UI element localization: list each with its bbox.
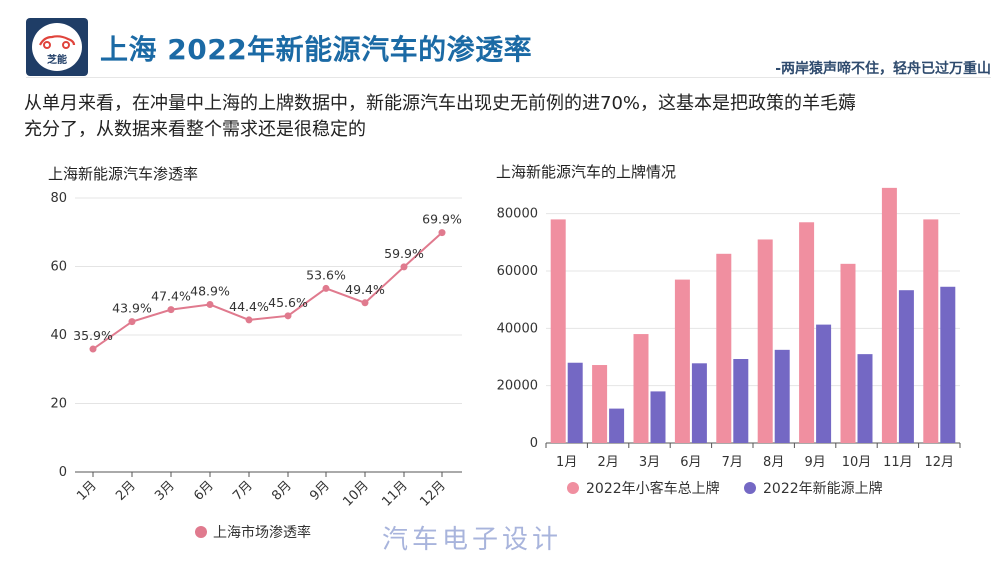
header-divider (26, 77, 991, 78)
y-tick-label: 60 (50, 260, 67, 275)
bar-total (840, 263, 856, 443)
legend-label-nev: 2022年新能源上牌 (763, 480, 883, 497)
logo: 芝能 (26, 18, 88, 76)
y-tick-label: 20 (50, 397, 67, 412)
bar-total (633, 334, 649, 443)
data-point (167, 306, 175, 314)
y-tick-label: 0 (530, 436, 538, 451)
data-label: 53.6% (306, 267, 346, 282)
data-point (322, 284, 330, 292)
data-label: 49.4% (345, 282, 385, 297)
bar-total (716, 253, 732, 443)
logo-text: 芝能 (47, 55, 67, 66)
data-label: 35.9% (73, 328, 113, 343)
bar-nev (691, 363, 707, 443)
x-tick-label: 8月 (763, 455, 784, 470)
y-tick-label: 0 (59, 465, 67, 480)
x-tick-label: 12月 (925, 455, 955, 470)
data-label: 44.4% (229, 299, 269, 314)
data-label: 43.9% (112, 301, 152, 316)
data-label: 47.4% (151, 289, 191, 304)
watermark: 汽车电子设计 (382, 525, 563, 555)
series-line (92, 231, 443, 350)
x-tick-label: 1月 (556, 455, 577, 470)
x-tick-label: 7月 (722, 455, 743, 470)
bar-chart-title: 上海新能源汽车的上牌情况 (496, 163, 677, 181)
bar-total (799, 222, 815, 443)
y-tick-label: 80 (50, 191, 67, 206)
x-tick-label: 2月 (597, 455, 618, 470)
page-title: 上海 2022年新能源汽车的渗透率 (100, 33, 533, 66)
y-tick-label: 60000 (497, 264, 538, 279)
data-point (245, 316, 253, 324)
data-label: 59.9% (384, 246, 424, 261)
data-label: 45.6% (268, 295, 308, 310)
x-tick-label: 6月 (680, 455, 701, 470)
bar-total (881, 187, 897, 443)
bar-nev (940, 286, 956, 443)
description-line-2: 充分了，从数据来看整个需求还是很稳定的 (24, 119, 366, 140)
car-logo-icon (39, 35, 76, 49)
bar-nev (857, 354, 873, 443)
bar-nev (898, 290, 914, 443)
legend-label-total: 2022年小客车总上牌 (586, 480, 720, 497)
x-tick-label: 3月 (639, 455, 660, 470)
legend-marker-total (567, 482, 579, 494)
bar-nev (567, 362, 583, 443)
bar-nev (816, 324, 832, 443)
data-point (284, 312, 292, 320)
data-label: 69.9% (422, 212, 462, 227)
y-tick-label: 40000 (497, 321, 538, 336)
bar-nev (733, 359, 749, 443)
data-point (438, 229, 446, 237)
x-tick-label: 10月 (842, 455, 872, 470)
bar-total (923, 219, 939, 443)
logo-badge: 芝能 (32, 23, 82, 71)
line-chart-title: 上海新能源汽车渗透率 (48, 165, 199, 183)
data-label: 48.9% (190, 284, 230, 299)
data-point (400, 263, 408, 271)
x-tick-label: 9月 (804, 455, 825, 470)
data-point (206, 301, 214, 309)
data-point (128, 318, 136, 326)
bar-total (592, 365, 608, 443)
bar-total (757, 239, 773, 443)
data-point (89, 345, 97, 353)
legend-marker-nev (744, 482, 756, 494)
description-line-1: 从单月来看，在冲量中上海的上牌数据中，新能源汽车出现史无前例的进70%，这基本是… (24, 93, 857, 114)
page-subtitle: -两岸猿声啼不住，轻舟已过万重山 (775, 61, 991, 77)
bar-nev (774, 349, 790, 443)
y-tick-label: 20000 (497, 379, 538, 394)
bar-total (674, 279, 690, 443)
bar-nev (650, 391, 666, 443)
bar-nev (609, 408, 625, 443)
y-tick-label: 40 (50, 328, 67, 343)
y-tick-label: 80000 (497, 207, 538, 222)
description: 从单月来看，在冲量中上海的上牌数据中，新能源汽车出现史无前例的进70%，这基本是… (24, 91, 984, 143)
legend-label: 上海市场渗透率 (213, 524, 311, 541)
legend-marker (195, 526, 207, 538)
x-tick-label: 11月 (883, 455, 913, 470)
bar-total (550, 219, 566, 443)
data-point (361, 299, 369, 307)
